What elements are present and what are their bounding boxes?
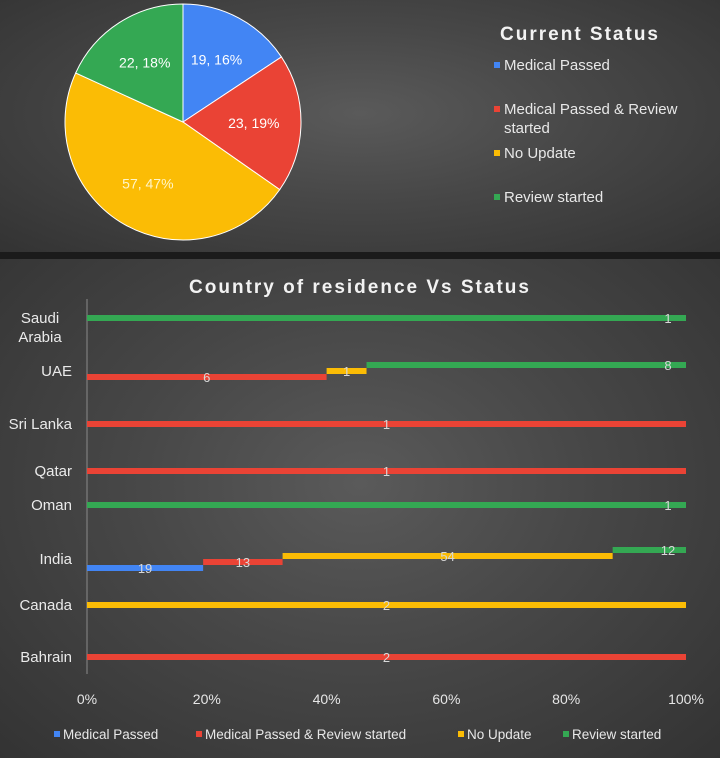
legend-swatch	[494, 106, 500, 112]
x-tick-label: 80%	[552, 691, 580, 707]
pie-data-label: 19, 16%	[191, 52, 242, 68]
category-label: Canada	[19, 597, 72, 614]
legend-label: Medical Passed	[504, 57, 610, 74]
pie-data-label: 22, 18%	[119, 54, 170, 70]
category-label: Bahrain	[20, 649, 72, 666]
legend-label: Medical Passed & Review started	[205, 727, 406, 742]
pie-data-label: 57, 47%	[122, 175, 173, 191]
legend-label: Review started	[572, 727, 661, 742]
pie-chart-title: Current Status	[500, 24, 660, 45]
bar-chart-title: Country of residence Vs Status	[189, 277, 531, 298]
x-tick-label: 40%	[313, 691, 341, 707]
bar-segment	[87, 468, 686, 474]
pie-slice-3	[64, 72, 281, 241]
bar-data-label: 2	[383, 598, 390, 613]
bar-data-label: 19	[138, 561, 152, 576]
legend-label: Medical Passed	[63, 727, 158, 742]
pie-data-label: 23, 19%	[228, 115, 279, 131]
legend-label: No Update	[467, 727, 532, 742]
bar-segment	[87, 374, 327, 380]
category-label: India	[39, 551, 72, 568]
legend-label: Review started	[504, 189, 603, 206]
bar-data-label: 6	[203, 370, 210, 385]
bar-data-label: 1	[343, 364, 350, 379]
bar-data-label: 1	[383, 417, 390, 432]
category-label: Saudi Arabia	[18, 310, 62, 346]
bar-segment	[87, 654, 686, 660]
bar-data-label: 54	[440, 549, 454, 564]
pie-slice-1	[182, 3, 283, 123]
x-tick-label: 100%	[668, 691, 704, 707]
bar-chart-panel: Country of residence Vs Status 0% 20% 40% 6…	[0, 259, 720, 758]
bar-data-label: 1	[383, 464, 390, 479]
pie-chart: Current Status 19, 16% 23, 19% 57, 47% 22, …	[64, 3, 678, 241]
category-label: Oman	[31, 497, 72, 514]
pie-chart-panel: Current Status 19, 16% 23, 19% 57, 47% 22, …	[0, 0, 720, 252]
bar-segment	[87, 602, 686, 608]
bar-chart: Country of residence Vs Status 0% 20% 40% 6…	[9, 277, 704, 742]
bar-segment	[326, 368, 367, 374]
bar-segment	[87, 421, 686, 427]
legend-swatch	[494, 62, 500, 68]
category-label: Qatar	[34, 463, 72, 480]
bar-segment	[87, 565, 204, 571]
legend-swatch	[563, 731, 569, 737]
legend-swatch	[196, 731, 202, 737]
bar-segment	[282, 553, 613, 559]
bar-data-label: 2	[383, 650, 390, 665]
bar-segment	[87, 315, 686, 321]
legend-label: No Update	[504, 145, 576, 162]
bar-segment	[612, 547, 686, 553]
pie-slice-4	[75, 3, 184, 123]
x-tick-label: 20%	[193, 691, 221, 707]
legend-swatch	[494, 194, 500, 200]
x-tick-label: 0%	[77, 691, 97, 707]
bar-data-label: 12	[661, 543, 675, 558]
bar-segment	[366, 362, 686, 368]
bar-data-label: 1	[664, 498, 671, 513]
bar-segment	[87, 502, 686, 508]
bar-data-label: 1	[664, 311, 671, 326]
bar-data-label: 8	[664, 358, 671, 373]
bar-segment	[203, 559, 283, 565]
pie-slice-2	[182, 56, 302, 191]
legend-swatch	[54, 731, 60, 737]
legend-swatch	[494, 150, 500, 156]
legend-label: Medical Passed & Review started	[504, 101, 678, 137]
category-label: UAE	[41, 363, 72, 380]
bar-data-label: 13	[236, 555, 250, 570]
x-tick-label: 60%	[432, 691, 460, 707]
category-label: Sri Lanka	[9, 416, 73, 433]
legend-swatch	[458, 731, 464, 737]
